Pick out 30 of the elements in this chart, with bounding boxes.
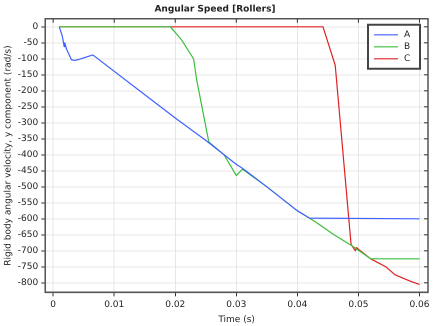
- legend-label: B: [404, 42, 410, 52]
- legend-label: A: [404, 30, 411, 40]
- y-tick-label: -650: [18, 230, 38, 240]
- y-tick-label: -200: [18, 86, 38, 96]
- legend-label: C: [404, 54, 410, 64]
- x-tick-label: 0.03: [226, 300, 246, 310]
- x-tick-label: 0.04: [287, 300, 308, 310]
- y-tick-label: -250: [18, 102, 38, 112]
- y-tick-label: -50: [24, 38, 38, 48]
- y-axis-title: Rigid body angular velocity, y component (rad/s): [4, 45, 14, 266]
- y-tick-label: -300: [18, 118, 38, 128]
- x-tick-label: 0.05: [348, 300, 368, 310]
- y-tick-label: 0: [32, 22, 38, 32]
- y-tick-label: -100: [18, 54, 38, 64]
- y-tick-label: -600: [18, 214, 38, 224]
- y-tick-label: -800: [18, 278, 38, 288]
- y-tick-label: -550: [18, 198, 38, 208]
- y-tick-label: -700: [18, 246, 38, 256]
- x-tick-label: 0.01: [104, 300, 124, 310]
- y-tick-label: -150: [18, 70, 38, 80]
- y-tick-label: -350: [18, 134, 38, 144]
- y-tick-label: -400: [18, 150, 38, 160]
- y-tick-label: -450: [18, 166, 38, 176]
- x-axis-title: Time (s): [217, 314, 255, 325]
- x-tick-label: 0.06: [409, 300, 430, 310]
- y-tick-label: -750: [18, 262, 38, 272]
- x-tick-label: 0.02: [165, 300, 186, 310]
- y-tick-label: -500: [18, 182, 38, 192]
- x-tick-label: 0: [50, 300, 56, 310]
- chart-title: Angular Speed [Rollers]: [154, 4, 276, 15]
